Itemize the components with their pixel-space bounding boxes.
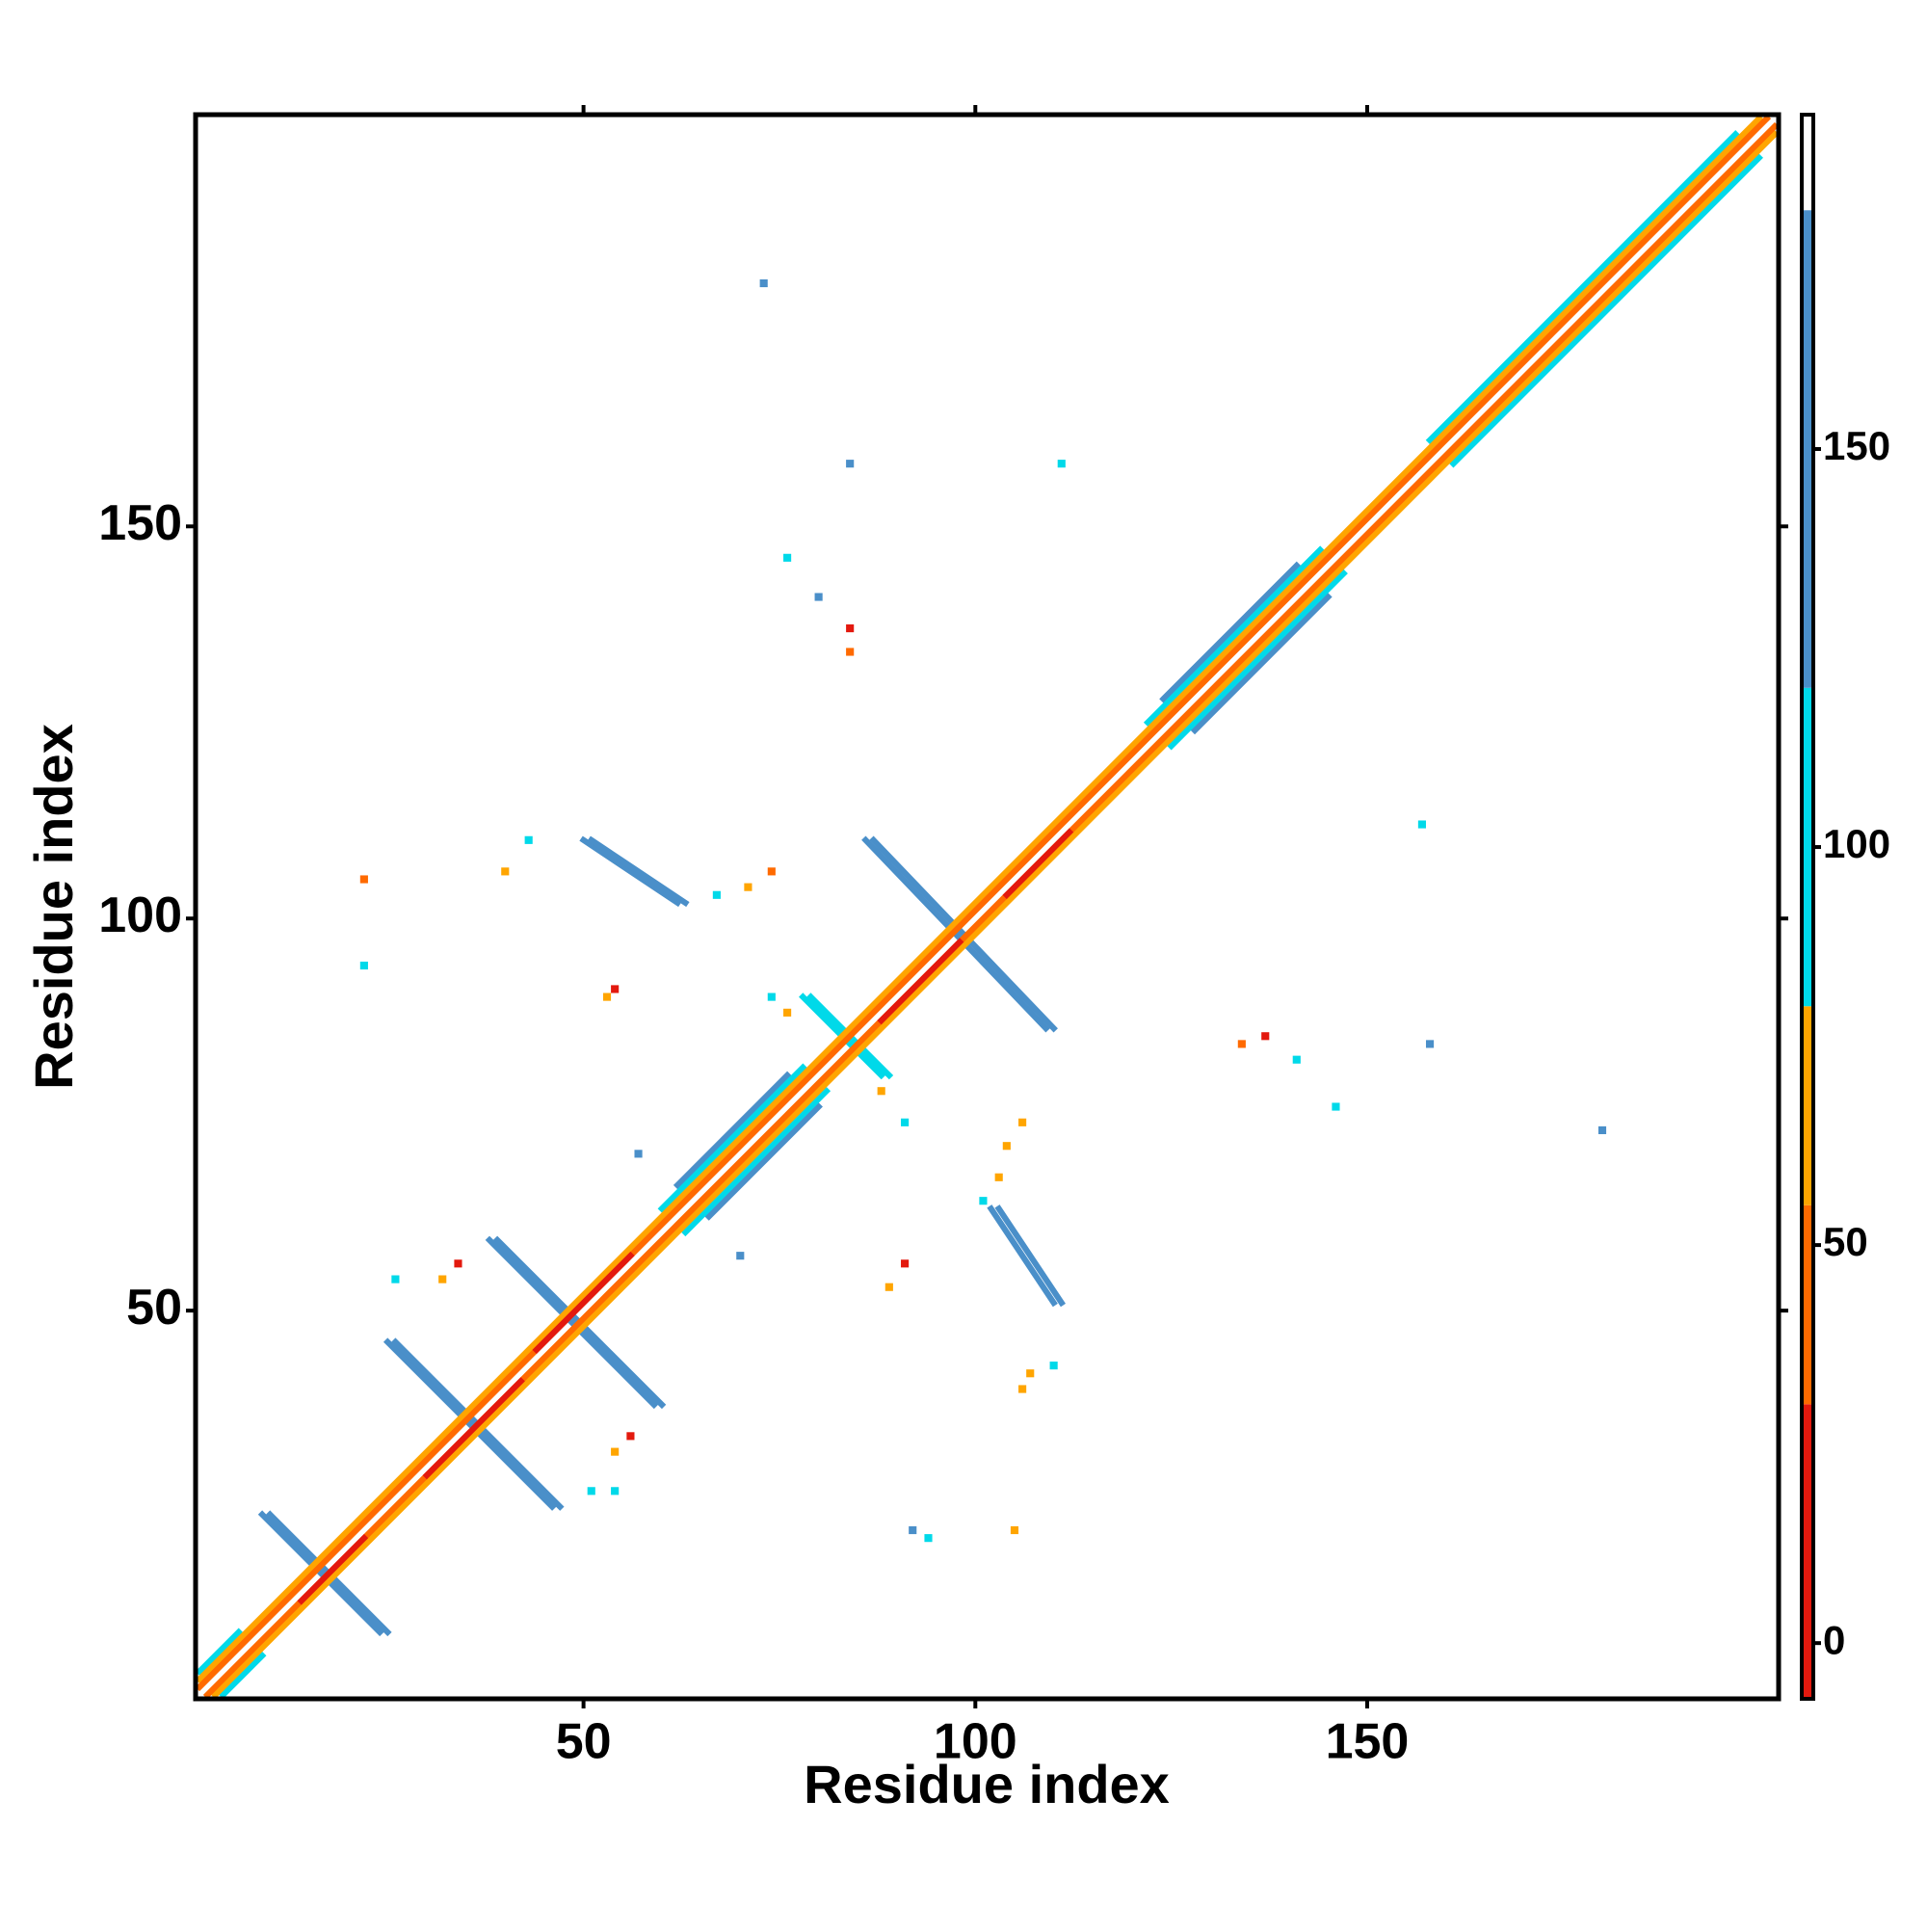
contact-cell <box>602 992 612 1001</box>
contact-cell <box>767 992 776 1001</box>
contact-cell <box>767 867 776 876</box>
contact-cell <box>454 1259 462 1268</box>
y-tick-label: 150 <box>98 495 182 551</box>
contact-cell <box>391 1275 400 1284</box>
contact-band <box>297 1533 369 1605</box>
x-tick-label: 50 <box>556 1714 612 1770</box>
contact-cell <box>1425 1040 1435 1048</box>
contact-cell <box>994 1173 1003 1181</box>
contact-band <box>532 1251 635 1355</box>
colorbar-segment <box>1802 687 1813 1007</box>
contact-band <box>587 835 690 908</box>
contact-cell <box>1417 820 1426 829</box>
contact-band <box>422 1377 525 1480</box>
contact-cell <box>783 553 792 562</box>
plot-area <box>195 114 1780 1700</box>
contact-band <box>195 114 1763 1683</box>
contact-cell <box>783 1008 792 1017</box>
contact-band <box>579 835 682 908</box>
contact-band <box>1425 130 1740 445</box>
y-axis-title: Residue index <box>23 724 84 1090</box>
contact-cell <box>1057 460 1066 468</box>
contact-cell <box>359 961 368 970</box>
colorbar-segment <box>1802 115 1813 211</box>
contact-cell <box>611 985 620 993</box>
contact-band <box>383 1337 557 1511</box>
contact-cell <box>1292 1055 1301 1064</box>
contact-cell <box>359 875 368 884</box>
contact-cell <box>501 867 510 876</box>
colorbar-segment <box>1802 1006 1813 1205</box>
contact-cell <box>1261 1032 1270 1041</box>
contact-cell <box>846 648 855 656</box>
contact-cell <box>1049 1362 1058 1370</box>
contact-cell <box>901 1259 910 1268</box>
contact-band <box>219 1651 267 1700</box>
colorbar-tick-label: 50 <box>1823 1219 1868 1264</box>
colorbar-segment <box>1802 210 1813 688</box>
contact-band <box>1190 593 1333 735</box>
contact-cell <box>909 1525 917 1535</box>
contact-cell <box>1002 1142 1011 1151</box>
contact-cell <box>1237 1040 1246 1048</box>
x-tick-label: 100 <box>934 1714 1017 1770</box>
colorbar-tick-label: 100 <box>1823 821 1890 866</box>
contact-band <box>987 1204 1058 1308</box>
contact-band <box>1167 569 1348 751</box>
colorbar-tick-label: 0 <box>1823 1617 1845 1662</box>
contact-cell <box>524 835 533 844</box>
contact-cell <box>877 1087 885 1096</box>
contact-cell <box>438 1275 447 1284</box>
contact-cell <box>1018 1385 1027 1393</box>
contact-cell <box>626 1432 635 1441</box>
contact-band <box>485 1235 659 1410</box>
contact-cell <box>712 890 721 899</box>
colorbar-segment <box>1802 1404 1813 1699</box>
contact-cell <box>846 460 855 468</box>
contact-cell <box>1010 1525 1019 1535</box>
contact-band <box>211 130 1780 1700</box>
contact-cell <box>611 1487 620 1495</box>
contact-band <box>994 1204 1066 1308</box>
contact-cell <box>814 593 823 601</box>
plot-frame <box>193 112 1782 1702</box>
x-tick-label: 150 <box>1326 1714 1410 1770</box>
contact-cell <box>1026 1369 1035 1378</box>
colorbar-tick-label: 150 <box>1823 423 1890 468</box>
x-axis-title: Residue index <box>804 1754 1170 1814</box>
colorbar-frame <box>1800 113 1815 1701</box>
contact-cell <box>587 1487 595 1495</box>
contact-band <box>681 1086 832 1237</box>
contact-band <box>195 1628 244 1676</box>
contact-cell <box>901 1118 910 1126</box>
contact-band <box>673 1071 792 1190</box>
y-tick-label: 100 <box>98 887 182 943</box>
contact-cell <box>759 278 768 288</box>
contact-band <box>257 1510 384 1637</box>
contact-band <box>657 1063 807 1213</box>
contact-cell <box>846 624 855 633</box>
contact-band <box>877 938 964 1025</box>
contact-cell <box>1597 1125 1607 1135</box>
y-tick-label: 50 <box>126 1280 182 1336</box>
contact-band <box>1143 545 1325 728</box>
contact-band <box>704 1102 823 1221</box>
contact-band <box>1449 153 1763 468</box>
contact-cell <box>979 1197 988 1205</box>
contact-band <box>1159 561 1302 703</box>
contact-cell <box>736 1252 745 1260</box>
contact-band <box>195 114 1772 1692</box>
contact-cell <box>1332 1102 1340 1111</box>
colorbar-segment <box>1802 1204 1813 1405</box>
contact-cell <box>634 1150 643 1158</box>
contact-cell <box>611 1447 620 1456</box>
contact-cell <box>744 883 752 891</box>
contact-cell <box>884 1283 893 1291</box>
contact-band <box>1002 828 1074 900</box>
contact-cell <box>1018 1118 1027 1126</box>
contact-cell <box>924 1534 933 1543</box>
